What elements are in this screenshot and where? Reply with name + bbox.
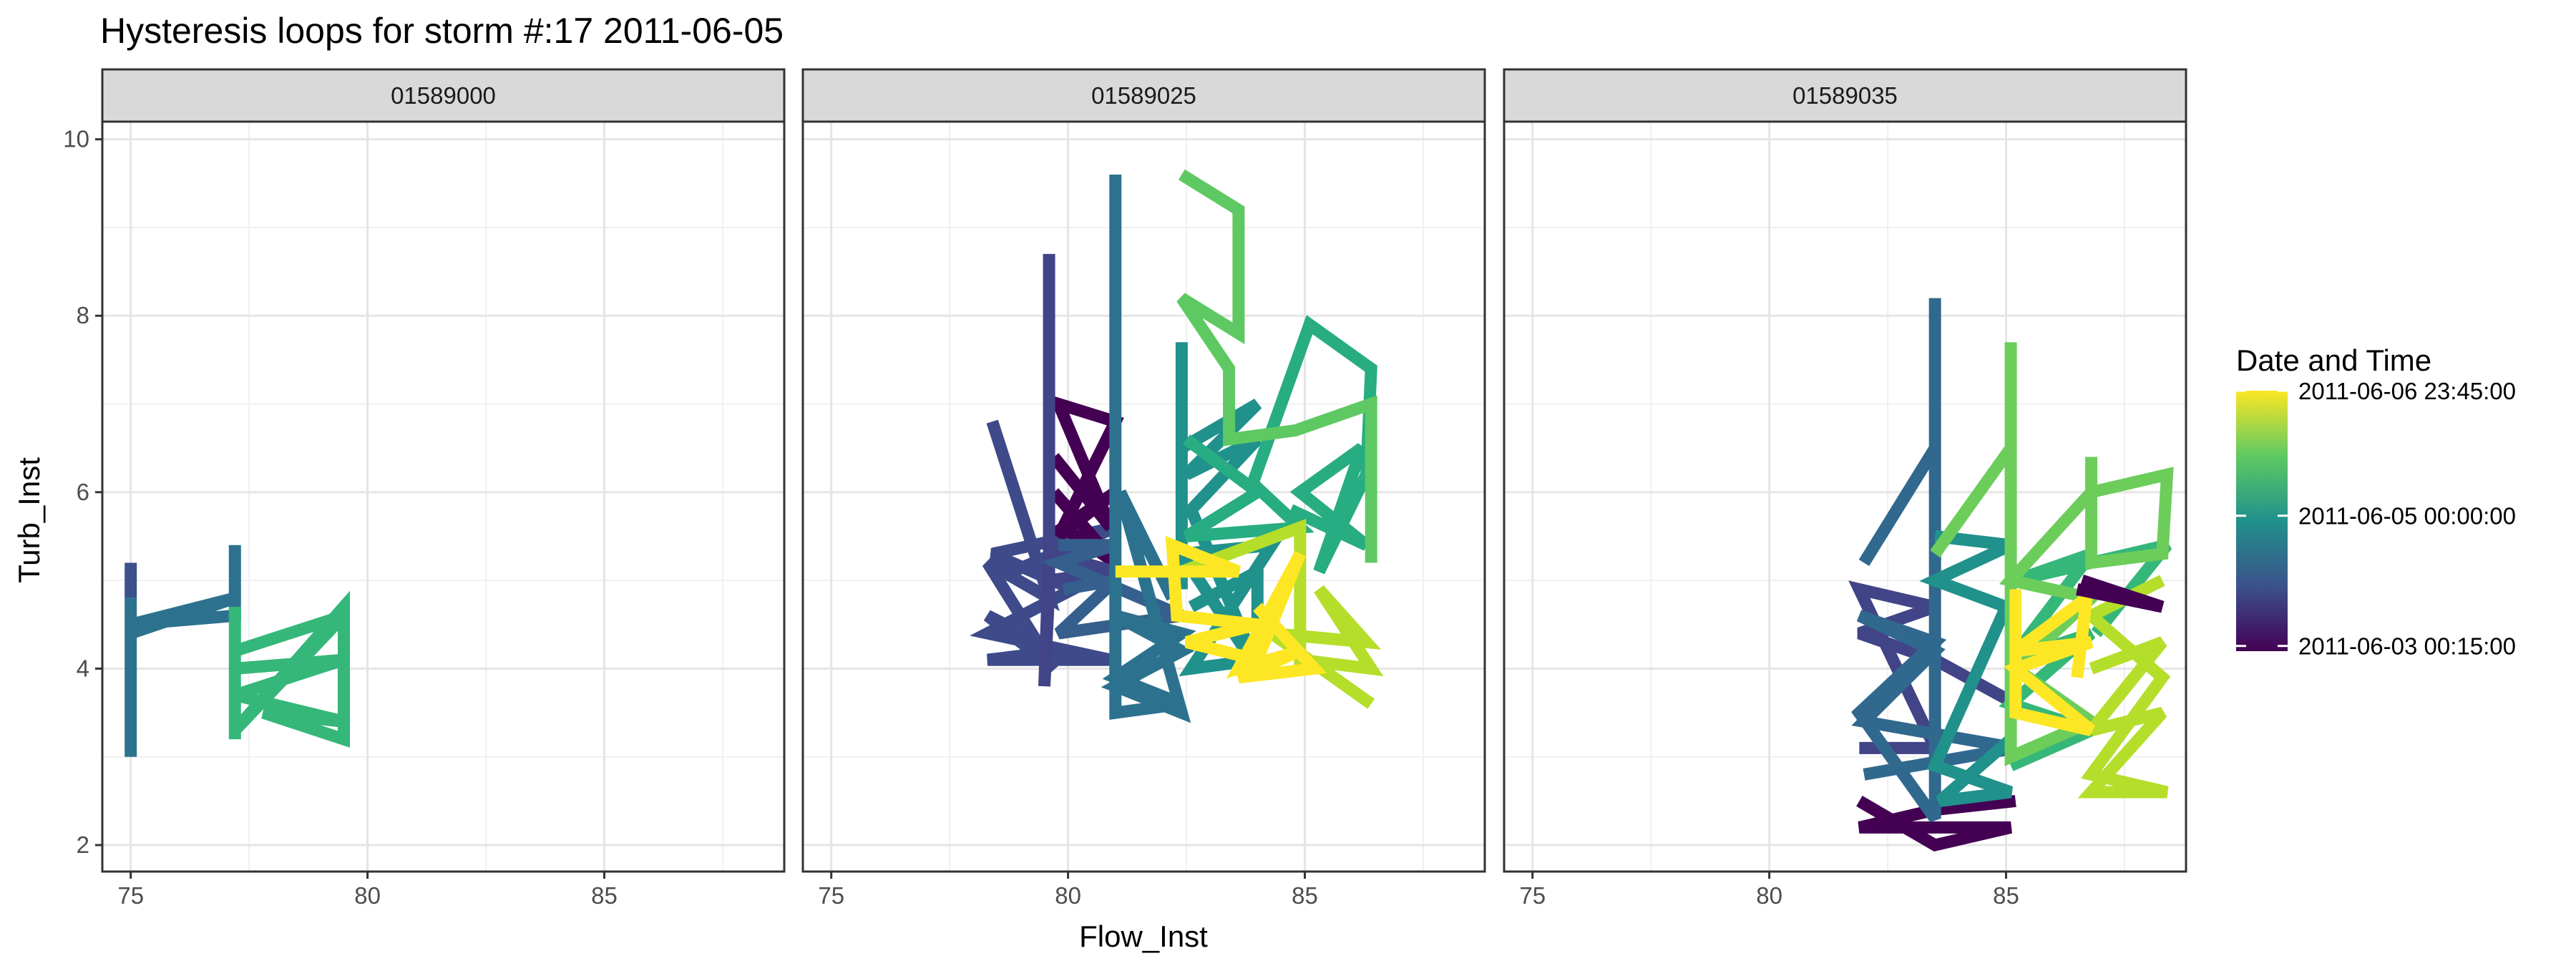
y-axis-title: Turb_Inst [12, 457, 46, 583]
chart-title: Hysteresis loops for storm #:17 2011-06-… [100, 11, 784, 51]
x-tick-label: 85 [591, 882, 618, 909]
data-series [970, 419, 1118, 674]
facet-strip-label: 01589035 [1792, 82, 1898, 109]
y-tick-label: 10 [63, 126, 89, 152]
y-tick-label: 6 [77, 479, 89, 505]
x-tick-label: 75 [818, 882, 844, 909]
legend-title: Date and Time [2236, 343, 2431, 377]
panel-background [803, 122, 1485, 872]
data-series [2003, 585, 2095, 736]
facet-panel-2: 01589035 75 80 85 [1503, 68, 2187, 909]
x-tick-label: 75 [1519, 882, 1546, 909]
facet-strip [101, 68, 786, 123]
x-tick-label: 80 [1756, 882, 1782, 909]
y-tick-label: 8 [77, 302, 89, 328]
data-series [1176, 169, 1377, 563]
facet-strip [1503, 68, 2187, 123]
facet-strip-label: 01589025 [1091, 82, 1196, 109]
data-series [1115, 535, 1327, 684]
legend-colorbar [2236, 391, 2288, 651]
x-tick-label: 75 [117, 882, 144, 909]
legend-label: 2011-06-06 23:45:00 [2298, 378, 2516, 404]
legend-label: 2011-06-05 00:00:00 [2298, 503, 2516, 530]
data-series [1101, 175, 1196, 723]
color-legend: Date and Time 2011-06-06 23:45:00 2011-06… [2236, 343, 2516, 660]
x-tick-label: 80 [354, 882, 381, 909]
data-series [1183, 315, 1377, 575]
data-series [1856, 794, 2016, 852]
data-series [228, 590, 350, 748]
data-series [1851, 298, 2017, 822]
facet-strip [801, 68, 1486, 123]
x-tick-label: 85 [1993, 882, 2019, 909]
facet-panel-0: 01589000 75 80 85 2 4 6 8 10 [63, 68, 786, 909]
data-series [125, 545, 241, 757]
facet-strip-label: 01589000 [391, 82, 496, 109]
y-tick-label: 4 [77, 655, 89, 681]
data-series [2077, 575, 2171, 799]
data-series [2076, 575, 2165, 613]
panel-background [1504, 122, 2186, 872]
panel-background [102, 122, 784, 872]
data-series [1038, 253, 1117, 687]
x-axis-title: Flow_Inst [1079, 919, 1208, 953]
data-series [1919, 530, 2015, 807]
y-tick-label: 2 [77, 831, 89, 858]
x-tick-label: 80 [1055, 882, 1081, 909]
x-tick-label: 85 [1292, 882, 1318, 909]
legend-label: 2011-06-03 00:15:00 [2298, 633, 2516, 660]
facet-panel-1: 01589025 75 80 85 [801, 68, 1486, 909]
